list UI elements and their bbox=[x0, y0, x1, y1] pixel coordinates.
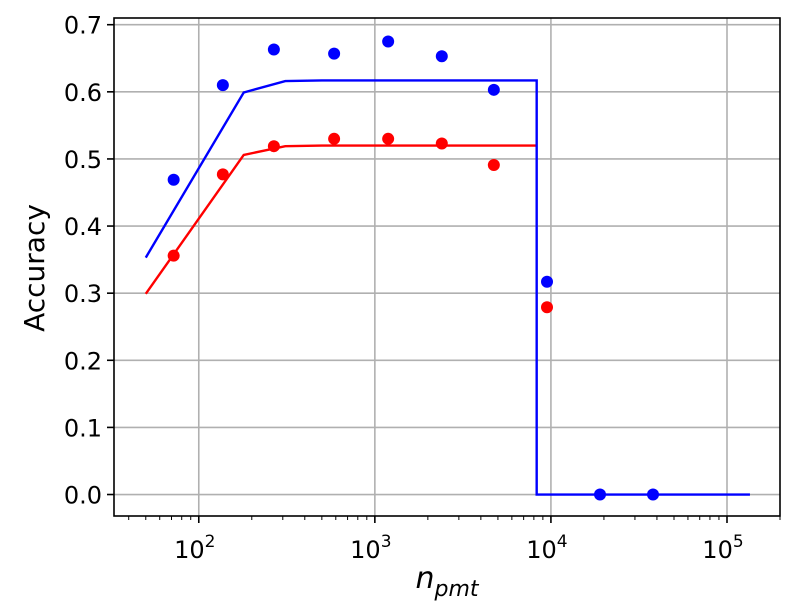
y-tick-labels: 0.0 0.1 0.2 0.3 0.4 0.5 0.6 0.7 bbox=[64, 12, 102, 510]
y-tick-label: 0.6 bbox=[64, 79, 102, 107]
data-point bbox=[267, 43, 280, 56]
data-point bbox=[267, 140, 280, 153]
x-tick-label: 103 bbox=[350, 532, 391, 564]
y-tick-label: 0.7 bbox=[64, 12, 102, 40]
data-point bbox=[328, 132, 341, 145]
data-point bbox=[167, 249, 180, 262]
y-tick-label: 0.4 bbox=[64, 213, 102, 241]
data-point bbox=[594, 488, 607, 501]
data-point bbox=[647, 488, 660, 501]
data-point bbox=[382, 35, 395, 48]
data-point bbox=[167, 173, 180, 186]
x-axis-label-sub: pmt bbox=[433, 577, 479, 602]
y-tick-label: 0.3 bbox=[64, 280, 102, 308]
data-point bbox=[216, 168, 229, 181]
x-tick-label: 105 bbox=[702, 532, 743, 564]
data-point bbox=[328, 47, 341, 60]
x-tick-label: 102 bbox=[174, 532, 215, 564]
data-point bbox=[435, 50, 448, 63]
data-point bbox=[435, 137, 448, 150]
data-point bbox=[382, 132, 395, 145]
data-point bbox=[487, 158, 500, 171]
x-axis-label: npmt bbox=[415, 561, 479, 602]
data-point bbox=[541, 301, 554, 314]
y-tick-label: 0.1 bbox=[64, 414, 102, 442]
y-tick-label: 0.0 bbox=[64, 482, 102, 510]
series-line bbox=[144, 144, 537, 295]
x-tick-labels: 102 103 104 105 bbox=[174, 532, 744, 564]
y-axis-label: Accuracy bbox=[18, 204, 51, 332]
axis-ticks bbox=[107, 23, 781, 523]
grid bbox=[114, 18, 780, 516]
plot-frame bbox=[113, 17, 781, 517]
data-point bbox=[487, 83, 500, 96]
y-tick-label: 0.5 bbox=[64, 146, 102, 174]
series-points bbox=[167, 35, 660, 501]
y-tick-label: 0.2 bbox=[64, 347, 102, 375]
x-tick-label: 104 bbox=[526, 532, 567, 564]
series-line bbox=[144, 79, 750, 496]
series-lines bbox=[144, 79, 750, 496]
data-point bbox=[541, 275, 554, 288]
data-point bbox=[216, 79, 229, 92]
x-axis-label-base: n bbox=[415, 561, 434, 596]
